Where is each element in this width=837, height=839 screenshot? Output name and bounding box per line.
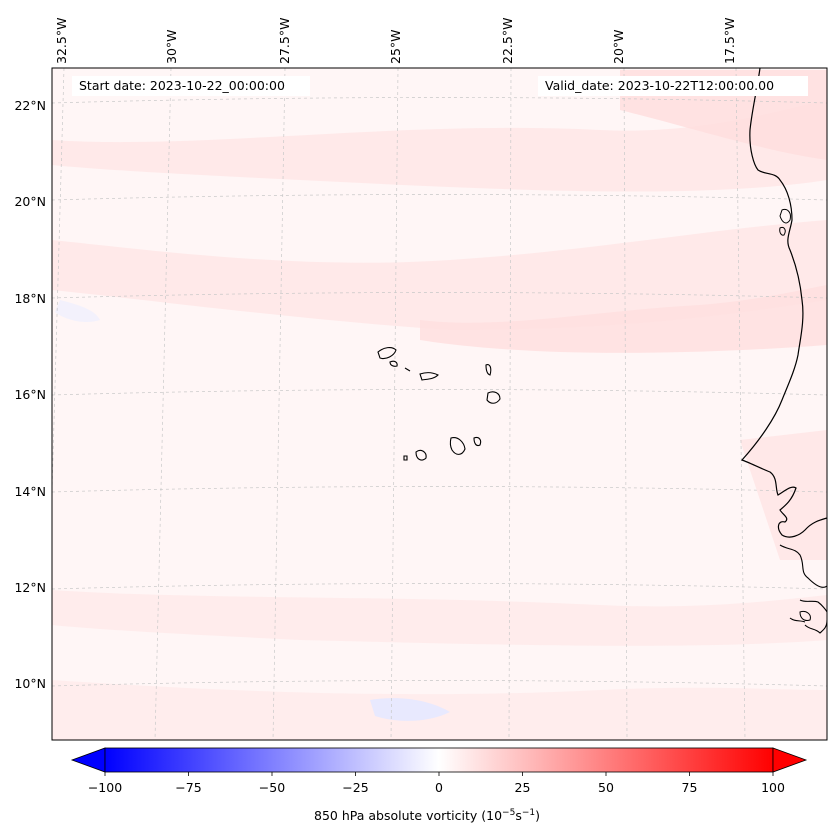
colorbar-label-exp1: −5 <box>502 808 516 818</box>
colorbar-tick-minus-100: −100 <box>87 780 123 795</box>
colorbar-extend-high <box>772 747 808 773</box>
colorbar-gradient <box>104 747 774 773</box>
lon-label-20w: 20°W <box>611 29 626 64</box>
cape-verde-islands <box>377 347 501 461</box>
colorbar-tick-0: 0 <box>435 780 443 795</box>
graticule <box>52 68 827 740</box>
colorbar-tick-minus-25: −25 <box>342 780 369 795</box>
colorbar-label-exp2: −1 <box>521 808 536 818</box>
colorbar-tick-100: 100 <box>761 780 785 795</box>
valid-date-box <box>538 76 808 96</box>
lon-label-30w: 30°W <box>164 29 179 64</box>
lat-label-20n: 20°N <box>14 194 46 209</box>
colorbar <box>70 747 808 776</box>
map-frame <box>51 67 828 741</box>
lat-label-14n: 14°N <box>14 484 46 499</box>
valid-date-label: Valid_date: 2023-10-22T12:00:00.00 <box>545 78 775 93</box>
lat-label-18n: 18°N <box>14 291 46 306</box>
colorbar-label-text: 850 hPa absolute vorticity (10 <box>314 808 503 824</box>
lon-label-25w: 25°W <box>388 29 403 64</box>
colorbar-label-mid: s <box>515 808 522 824</box>
colorbar-extend-low <box>70 747 106 773</box>
colorbar-tick-50: 50 <box>598 780 614 795</box>
colorbar-label-end: ) <box>535 808 541 824</box>
lat-label-16n: 16°N <box>14 387 46 402</box>
lat-label-22n: 22°N <box>14 98 46 113</box>
lon-label-32-5w: 32.5°W <box>54 17 69 64</box>
colorbar-label: 850 hPa absolute vorticity (10−5s−1) <box>314 808 540 823</box>
lat-label-12n: 12°N <box>14 580 46 595</box>
africa-coastline <box>740 68 827 538</box>
lon-label-27-5w: 27.5°W <box>277 17 292 64</box>
vorticity-field <box>52 68 827 740</box>
africa-coastline-south <box>779 544 827 634</box>
lon-label-17-5w: 17.5°W <box>722 17 737 64</box>
colorbar-tick-minus-75: −75 <box>175 780 202 795</box>
lat-label-10n: 10°N <box>14 676 46 691</box>
start-date-box <box>72 76 310 96</box>
colorbar-tick-75: 75 <box>681 780 698 795</box>
colorbar-tick-25: 25 <box>514 780 531 795</box>
africa-island-islands <box>779 209 811 621</box>
lon-label-22-5w: 22.5°W <box>500 17 515 64</box>
start-date-label: Start date: 2023-10-22_00:00:00 <box>79 78 285 93</box>
colorbar-tick-minus-50: −50 <box>258 780 286 795</box>
